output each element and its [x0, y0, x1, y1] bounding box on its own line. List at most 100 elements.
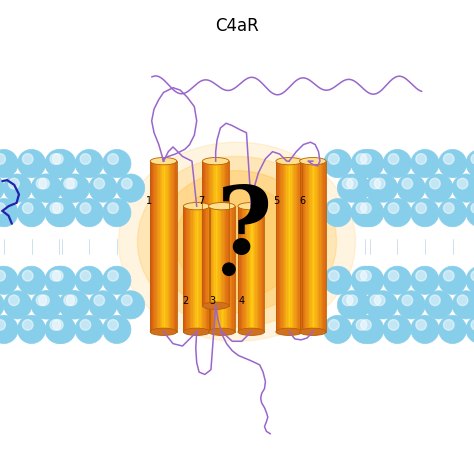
Circle shape [53, 319, 63, 330]
Bar [174, 161, 175, 332]
Bar [292, 161, 293, 332]
Circle shape [388, 203, 399, 213]
Text: 3: 3 [210, 296, 215, 306]
Circle shape [402, 178, 413, 189]
Circle shape [328, 203, 339, 213]
Circle shape [103, 149, 131, 178]
Circle shape [388, 271, 399, 281]
Bar [211, 206, 212, 332]
Bar [239, 206, 241, 332]
Circle shape [18, 199, 46, 227]
Bar [164, 161, 165, 332]
Bar [208, 161, 209, 306]
Ellipse shape [300, 157, 326, 165]
Bar [213, 161, 214, 306]
Circle shape [370, 295, 381, 306]
Circle shape [103, 266, 131, 294]
Bar [325, 161, 326, 332]
Bar [238, 206, 264, 332]
Bar [212, 206, 214, 332]
Circle shape [36, 295, 47, 306]
Circle shape [121, 295, 132, 306]
Bar [209, 206, 235, 332]
Circle shape [471, 271, 474, 281]
Bar [225, 206, 226, 332]
Bar [210, 161, 212, 306]
Circle shape [452, 174, 474, 202]
Text: 2: 2 [182, 296, 189, 306]
Bar [301, 161, 302, 332]
Bar [209, 161, 210, 306]
Bar [232, 206, 234, 332]
Bar [150, 161, 152, 332]
Circle shape [471, 154, 474, 164]
Circle shape [438, 199, 466, 227]
Circle shape [18, 266, 46, 294]
Circle shape [397, 291, 425, 319]
Bar [214, 161, 216, 306]
Circle shape [223, 263, 235, 275]
Bar [203, 206, 205, 332]
Circle shape [457, 295, 468, 306]
Text: 5: 5 [273, 196, 280, 207]
Bar [293, 161, 294, 332]
Bar [316, 161, 317, 332]
Bar [305, 161, 306, 332]
Bar [183, 206, 185, 332]
Circle shape [66, 178, 77, 189]
Circle shape [80, 271, 91, 281]
Bar [238, 206, 239, 332]
Circle shape [425, 291, 453, 319]
Bar [300, 161, 301, 332]
Bar [241, 206, 242, 332]
Circle shape [324, 315, 352, 344]
Circle shape [0, 319, 5, 330]
Circle shape [356, 315, 384, 344]
Ellipse shape [175, 185, 299, 299]
Circle shape [80, 203, 91, 213]
Circle shape [75, 199, 103, 227]
Circle shape [351, 315, 379, 344]
Bar [217, 206, 218, 332]
Circle shape [416, 319, 427, 330]
Ellipse shape [209, 202, 235, 210]
Bar [158, 161, 160, 332]
Bar [155, 161, 157, 332]
Circle shape [444, 203, 454, 213]
Bar [254, 206, 255, 332]
Bar [228, 206, 230, 332]
Circle shape [411, 199, 439, 227]
Bar [321, 161, 322, 332]
Circle shape [383, 266, 411, 294]
Bar [223, 206, 225, 332]
Bar [218, 206, 219, 332]
Bar [209, 206, 210, 332]
Bar [296, 161, 297, 332]
Circle shape [94, 295, 105, 306]
Circle shape [34, 174, 62, 202]
Circle shape [365, 174, 393, 202]
Circle shape [45, 266, 73, 294]
Circle shape [369, 174, 398, 202]
Circle shape [47, 199, 76, 227]
Bar [300, 161, 301, 332]
Circle shape [466, 149, 474, 178]
Bar [276, 161, 277, 332]
Circle shape [425, 174, 453, 202]
Bar [261, 206, 262, 332]
Circle shape [22, 203, 33, 213]
Circle shape [75, 266, 103, 294]
Bar [314, 161, 316, 332]
Bar [297, 161, 299, 332]
Bar [300, 161, 326, 332]
Bar [262, 206, 263, 332]
Bar [224, 161, 225, 306]
Circle shape [31, 291, 59, 319]
Circle shape [337, 174, 365, 202]
Bar [247, 206, 248, 332]
Bar [317, 161, 318, 332]
Circle shape [397, 174, 425, 202]
Circle shape [39, 295, 49, 306]
Bar [185, 206, 186, 332]
Bar [198, 206, 200, 332]
